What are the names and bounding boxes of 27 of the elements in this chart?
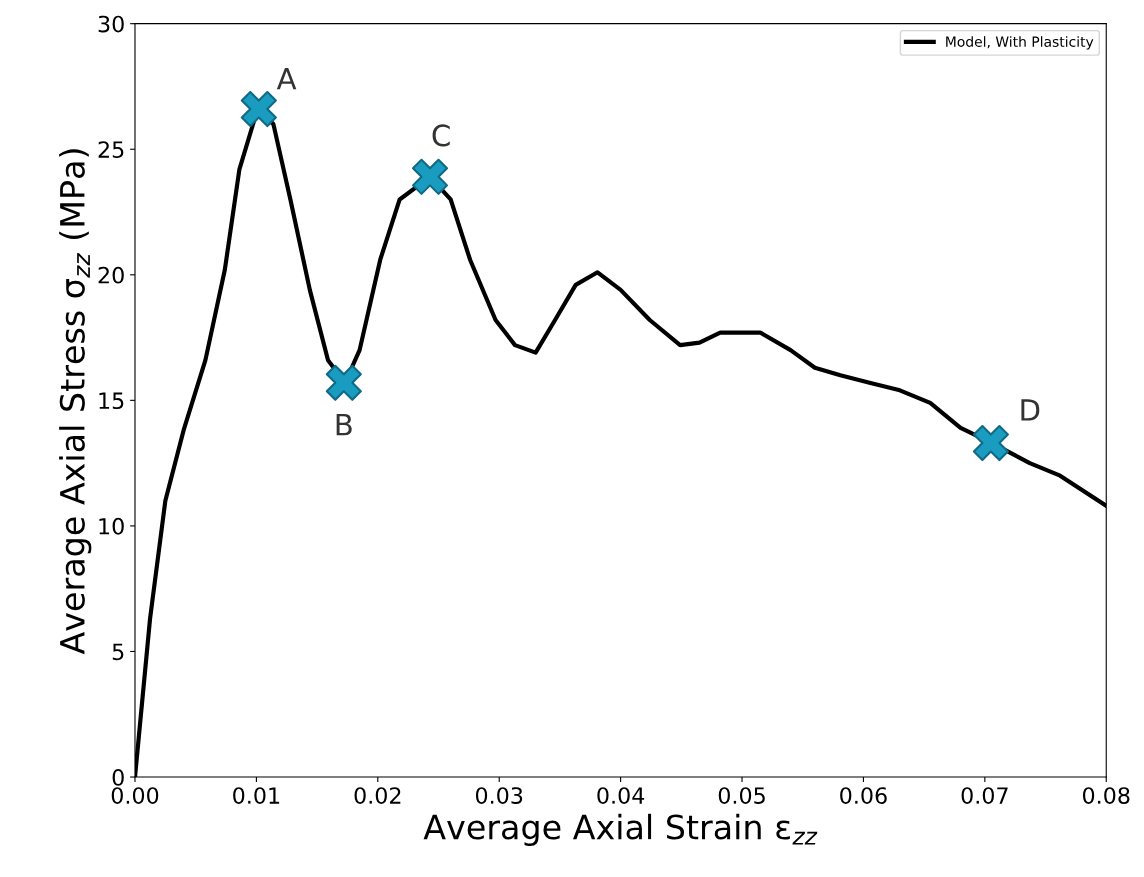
x-tick-label: 0.06 — [840, 787, 887, 804]
x-tick-label: 0.01 — [233, 787, 280, 804]
x-tick-label: 0.00 — [111, 787, 159, 804]
x-tick-label: 0.02 — [354, 787, 401, 804]
x-axis-title: Average Axial Strain ε$_{zz}$ — [423, 813, 818, 847]
annotation: A — [276, 68, 297, 90]
y-tick-label: 15 — [99, 392, 124, 410]
annotation: D — [1021, 399, 1040, 421]
x-tick-label: 0.04 — [597, 787, 645, 804]
point — [240, 91, 277, 128]
y-axis-title: Average Axial Stress σ$_{zz}$ (MPa) — [59, 149, 92, 655]
point — [411, 158, 449, 195]
annotation: C — [432, 124, 450, 147]
y-tick-label: 0 — [112, 768, 124, 786]
x-tick-label: 0.05 — [718, 787, 765, 804]
x-tick-label: 0.07 — [961, 787, 1008, 804]
y-tick-label: 25 — [98, 141, 124, 158]
point — [972, 424, 1009, 462]
legend-label: Model, With Plasticity — [946, 36, 1094, 50]
y-tick-label: 5 — [112, 643, 124, 661]
point — [325, 364, 362, 401]
annotation: B — [336, 414, 352, 436]
y-tick-label: 20 — [98, 266, 124, 284]
y-tick-label: 30 — [98, 15, 124, 33]
y-tick-label: 10 — [99, 517, 124, 535]
x-tick-label: 0.03 — [475, 787, 523, 804]
x-tick-label: 0.08 — [1082, 787, 1130, 804]
